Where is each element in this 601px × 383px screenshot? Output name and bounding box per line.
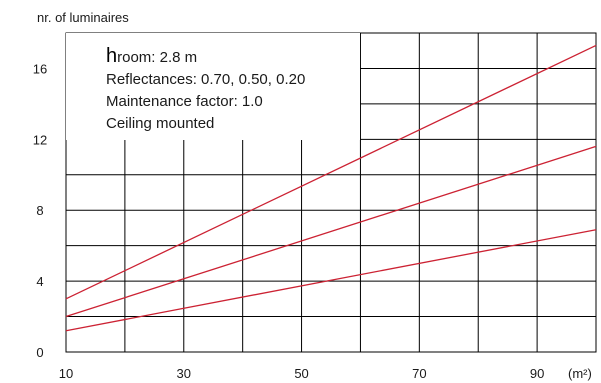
y-tick-label: 16 <box>33 61 47 76</box>
y-axis-label: nr. of luminaires <box>37 10 129 25</box>
series-group <box>65 44 597 332</box>
x-tick-label: 70 <box>412 366 426 381</box>
x-tick-labels: 10 30 50 70 90 <box>59 366 545 381</box>
series-line-3 <box>65 229 597 332</box>
series-line-2 <box>65 145 597 318</box>
annotation-room-height: hroom: 2.8 m <box>106 45 197 67</box>
x-axis-label: (m²) <box>568 366 592 381</box>
annotation: hroom: 2.8 m Reflectances: 0.70, 0.50, 0… <box>106 45 305 132</box>
annotation-box <box>66 33 360 140</box>
y-tick-label: 12 <box>33 132 47 147</box>
x-tick-label: 10 <box>59 366 73 381</box>
x-tick-label: 90 <box>530 366 544 381</box>
annotation-h-letter: h <box>106 45 117 67</box>
annotation-reflectances: Reflectances: 0.70, 0.50, 0.20 <box>106 71 305 88</box>
y-tick-label: 8 <box>36 203 43 218</box>
x-axis-unit: (m²) <box>568 366 592 381</box>
annotation-mounting: Ceiling mounted <box>106 115 214 132</box>
y-tick-labels: 0 4 8 12 16 <box>33 61 47 360</box>
annotation-maintenance: Maintenance factor: 1.0 <box>106 93 263 110</box>
x-tick-label: 30 <box>177 366 191 381</box>
x-tick-label: 50 <box>294 366 308 381</box>
y-tick-label: 0 <box>36 345 43 360</box>
annotation-h-rest: room: 2.8 m <box>117 49 197 66</box>
series-line-1 <box>65 44 597 300</box>
y-tick-label: 4 <box>36 274 43 289</box>
